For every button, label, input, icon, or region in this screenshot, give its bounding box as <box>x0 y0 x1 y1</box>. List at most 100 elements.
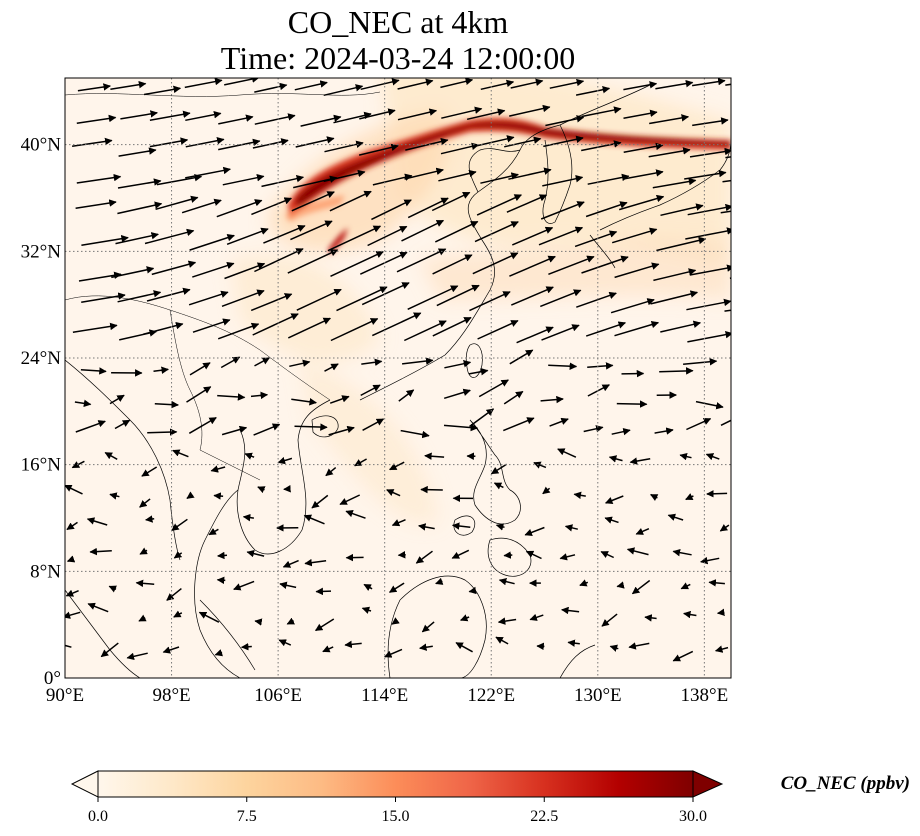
wind-arrow <box>154 400 179 409</box>
wind-arrow <box>610 298 655 314</box>
wind-arrow <box>581 140 622 152</box>
wind-arrow <box>495 523 505 531</box>
wind-arrow <box>296 288 342 311</box>
wind-arrow <box>65 484 83 495</box>
wind-arrow <box>459 614 470 622</box>
wind-arrow <box>685 227 731 240</box>
wind-arrow <box>71 137 113 148</box>
wind-arrow <box>549 78 585 89</box>
wind-arrow <box>226 227 269 246</box>
colorbar-extend-min <box>70 770 99 798</box>
wind-arrow <box>300 114 342 127</box>
wind-arrow <box>730 116 731 118</box>
wind-arrow <box>660 203 704 217</box>
wind-arrow <box>171 518 188 532</box>
wind-arrow <box>493 482 504 490</box>
wind-arrow <box>336 286 388 312</box>
wind-arrow <box>156 174 203 186</box>
wind-arrow <box>189 234 235 251</box>
wind-arrow <box>648 147 691 158</box>
wind-arrow <box>363 583 373 591</box>
wind-arrow <box>367 225 408 247</box>
wind-arrow <box>240 642 252 651</box>
wind-arrow <box>354 458 367 467</box>
wind-arrow <box>323 84 364 97</box>
wind-arrow <box>654 427 674 435</box>
wind-arrow <box>217 322 260 340</box>
wind-arrow <box>398 389 415 402</box>
wind-arrow <box>407 197 449 219</box>
wind-arrow <box>118 147 157 157</box>
wind-arrow <box>434 220 479 243</box>
wind-arrow <box>451 549 470 559</box>
wind-arrow <box>692 117 729 127</box>
wind-arrow <box>252 313 299 336</box>
wind-arrow <box>655 79 694 90</box>
wind-arrow <box>120 110 158 120</box>
wind-arrow <box>216 199 263 218</box>
wind-arrow <box>401 219 445 242</box>
wind-arrow <box>188 290 229 306</box>
wind-arrow <box>222 174 265 186</box>
wind-arrow <box>725 156 731 159</box>
wind-arrow <box>315 587 332 596</box>
wind-arrow <box>480 172 519 184</box>
wind-arrow <box>75 420 106 433</box>
wind-arrow <box>424 452 445 460</box>
lon-tick-label: 130°E <box>574 685 622 706</box>
wind-arrow <box>166 588 182 601</box>
wind-arrow <box>87 602 109 613</box>
wind-arrow <box>564 524 578 532</box>
wind-arrow <box>540 289 582 308</box>
wind-arrow <box>388 582 405 593</box>
wind-arrow <box>65 589 79 597</box>
wind-arrow <box>254 82 288 93</box>
wind-arrow <box>361 282 410 306</box>
wind-arrow <box>217 551 228 560</box>
wind-arrow <box>184 78 223 89</box>
wind-arrow <box>542 486 551 495</box>
wind-arrow <box>76 114 117 124</box>
wind-arrow <box>254 357 271 367</box>
wind-arrow <box>415 550 433 564</box>
wind-arrow <box>189 362 211 376</box>
wind-arrow <box>139 498 151 508</box>
wind-arrow <box>216 576 226 585</box>
wind-arrow <box>686 298 731 311</box>
wind-arrow <box>407 285 459 310</box>
wind-arrow <box>146 287 191 302</box>
wind-arrow <box>440 78 474 89</box>
wind-arrow <box>716 608 725 617</box>
wind-arrow <box>294 423 328 431</box>
wind-arrow <box>608 455 623 463</box>
wind-arrow <box>574 230 618 248</box>
wind-arrow <box>524 526 545 536</box>
wind-arrow <box>66 521 78 531</box>
wind-arrow <box>545 115 585 127</box>
wind-arrow <box>188 416 217 434</box>
wind-arrow <box>325 467 337 477</box>
wind-arrow <box>362 418 385 431</box>
wind-arrow <box>117 290 162 303</box>
wind-arrow <box>330 251 384 277</box>
wind-arrow <box>706 490 728 498</box>
wind-arrow <box>360 78 400 91</box>
wind-arrow <box>74 399 92 408</box>
latitude-ticks: 0° 8°N 16°N 24°N 32°N 40°N <box>21 135 62 689</box>
wind-arrow <box>616 400 648 408</box>
wind-arrow <box>81 234 129 247</box>
wind-arrow <box>314 618 335 632</box>
wind-arrow <box>261 174 305 188</box>
map-title: CO_NEC at 4km <box>287 4 509 40</box>
wind-arrow <box>263 224 306 244</box>
wind-arrow <box>86 517 108 526</box>
colorbar-title: CO_NEC (ppbv) <box>781 773 910 794</box>
wind-arrow <box>561 606 580 615</box>
wind-arrow <box>541 324 580 341</box>
wind-arrow <box>391 617 400 625</box>
wind-arrow <box>217 393 246 401</box>
wind-arrow <box>250 391 269 400</box>
wind-arrow <box>432 316 472 337</box>
wind-arrow <box>149 137 189 148</box>
